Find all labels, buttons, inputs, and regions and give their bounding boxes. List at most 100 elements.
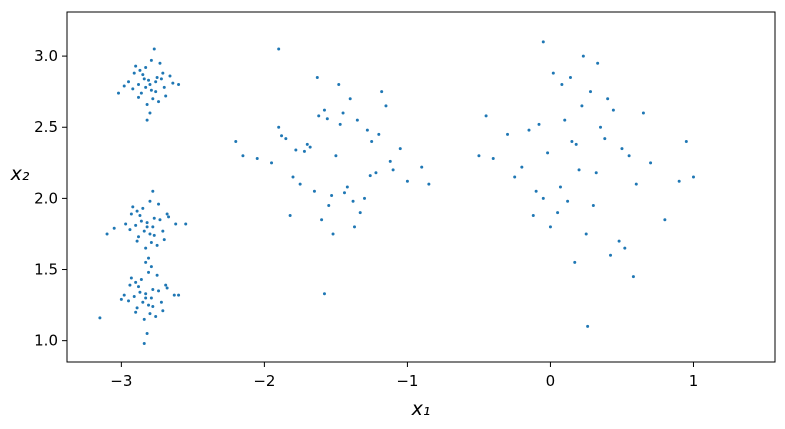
point: [139, 91, 143, 95]
point: [124, 222, 128, 226]
point: [586, 324, 590, 328]
point: [317, 114, 321, 118]
point: [155, 243, 159, 247]
point: [280, 134, 284, 138]
point: [127, 299, 131, 303]
point: [477, 154, 481, 158]
point: [137, 285, 141, 289]
y-tick-label: 1.5: [34, 261, 58, 279]
point: [131, 87, 135, 91]
point: [119, 297, 123, 301]
point: [147, 78, 151, 82]
point: [513, 175, 517, 179]
point: [148, 199, 152, 203]
point: [128, 228, 132, 232]
point: [165, 286, 169, 290]
point: [152, 216, 156, 220]
point: [627, 154, 631, 158]
point: [288, 213, 292, 217]
point: [355, 118, 359, 122]
point: [149, 296, 153, 300]
point: [151, 305, 155, 309]
point: [574, 142, 578, 146]
y-tick-label: 2.0: [34, 189, 58, 207]
point: [312, 189, 316, 193]
y-axis-label: x₂: [10, 163, 30, 185]
point: [145, 332, 149, 336]
point: [322, 292, 326, 296]
point: [537, 122, 541, 126]
point: [158, 218, 162, 222]
point: [145, 118, 149, 122]
point: [159, 300, 163, 304]
point: [98, 316, 102, 320]
point: [331, 232, 335, 236]
point: [623, 246, 627, 250]
point: [147, 270, 151, 274]
point: [128, 283, 132, 287]
point: [351, 199, 355, 203]
point: [277, 47, 281, 51]
point: [142, 342, 146, 346]
point: [177, 293, 181, 297]
point: [105, 232, 109, 236]
point: [427, 182, 431, 186]
point: [151, 225, 155, 229]
point: [149, 265, 153, 269]
point: [294, 148, 298, 152]
point: [177, 83, 181, 87]
point: [374, 171, 378, 175]
point: [165, 212, 169, 216]
point: [139, 277, 143, 281]
point: [580, 104, 584, 108]
point: [184, 222, 188, 226]
point: [159, 77, 163, 81]
point: [398, 147, 402, 151]
point: [391, 168, 395, 172]
point: [566, 199, 570, 203]
point: [531, 213, 535, 217]
point: [358, 211, 362, 215]
point: [158, 61, 162, 65]
x-axis-label: x₁: [411, 398, 431, 420]
point: [145, 102, 149, 106]
point: [563, 118, 567, 122]
point: [541, 196, 545, 200]
point: [144, 65, 148, 69]
point: [568, 75, 572, 79]
point: [129, 276, 133, 280]
point: [691, 175, 695, 179]
point: [305, 142, 309, 146]
point: [527, 128, 531, 132]
point: [138, 213, 142, 217]
point: [148, 111, 152, 115]
point: [138, 68, 142, 72]
point: [147, 303, 151, 307]
point: [320, 218, 324, 222]
point: [134, 280, 138, 284]
point: [122, 84, 126, 88]
point: [634, 182, 638, 186]
x-tick-label: −1: [396, 372, 418, 390]
point: [148, 232, 152, 236]
point: [491, 157, 495, 161]
point: [663, 218, 667, 222]
point: [137, 95, 141, 99]
point: [149, 240, 153, 244]
point: [135, 306, 139, 310]
point: [149, 88, 153, 92]
point: [162, 238, 166, 242]
point: [134, 64, 138, 68]
point: [137, 235, 141, 239]
point: [325, 117, 329, 121]
point: [142, 229, 146, 233]
point: [147, 256, 151, 260]
point: [573, 260, 577, 264]
point: [161, 229, 165, 233]
point: [551, 71, 555, 75]
point: [132, 295, 136, 299]
point: [631, 275, 635, 279]
point: [327, 203, 331, 207]
point: [677, 179, 681, 183]
point: [506, 132, 510, 136]
